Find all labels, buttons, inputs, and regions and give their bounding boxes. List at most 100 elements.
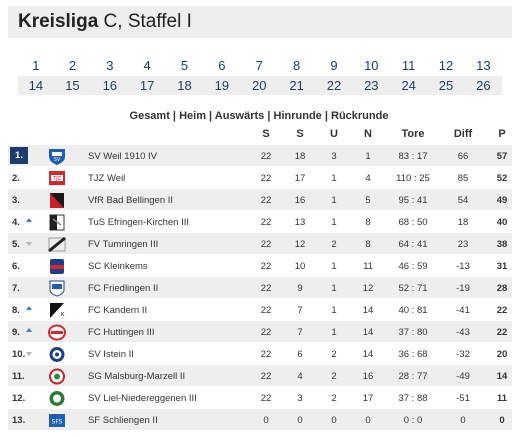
games-played-cell: 22 (260, 195, 272, 206)
team-name-link[interactable]: SF Schliengen II (88, 415, 158, 426)
view-heim-link[interactable]: Heim (179, 110, 206, 122)
rank-cell: 5. (12, 239, 20, 250)
team-name-link[interactable]: VfR Bad Bellingen II (88, 195, 174, 206)
team-crest-icon (46, 389, 68, 407)
team-name-link[interactable]: SV Weil 1910 IV (88, 151, 158, 162)
matchday-link[interactable]: 22 (326, 78, 342, 93)
matchday-link[interactable]: 8 (292, 58, 301, 73)
draws-cell: 2 (331, 393, 337, 404)
wins-cell: 4 (297, 371, 303, 382)
view-separator: | (264, 110, 274, 122)
table-view-switcher: Gesamt | Heim | Auswärts | Hinrunde | Rü… (0, 110, 518, 122)
svg-text:SFS: SFS (52, 419, 63, 426)
matchday-link[interactable]: 17 (139, 78, 155, 93)
rank-cell: 12. (12, 393, 26, 404)
table-row: 12. SV Liel-Niedereggenen III 22 3 2 17 37 : 8… (8, 387, 512, 409)
points-cell: 57 (496, 151, 508, 162)
points-cell: 0 (499, 415, 505, 426)
matchday-link[interactable]: 3 (106, 58, 114, 73)
games-played-cell: 22 (260, 371, 272, 382)
matchday-row-second-half: 14 15 16 17 18 19 20 21 22 23 24 25 26 (18, 76, 502, 95)
view-rueckrunde-link[interactable]: Rückrunde (331, 110, 389, 122)
matchday-link[interactable]: 6 (218, 58, 226, 73)
matchday-link[interactable]: 24 (401, 78, 416, 93)
team-name-link[interactable]: FC Kandern II (88, 305, 148, 316)
team-name-link[interactable]: TuS Efringen-Kirchen III (88, 217, 190, 228)
team-crest-icon: SFS (46, 411, 68, 429)
matchday-link[interactable]: 26 (476, 78, 491, 93)
goals-cell: 36 : 68 (398, 349, 428, 360)
points-cell: 11 (496, 393, 508, 404)
view-hinrunde-link[interactable]: Hinrunde (273, 110, 322, 122)
team-name-link[interactable]: FC Huttingen III (88, 327, 155, 338)
points-cell: 22 (496, 327, 508, 338)
rank-cell: 3. (12, 195, 20, 206)
team-name-link[interactable]: SC Kleinkems (88, 261, 148, 272)
team-name-link[interactable]: SV Istein II (88, 349, 134, 360)
team-name-link[interactable]: SG Malsburg-Marzell II (88, 371, 186, 382)
points-cell: 22 (496, 305, 508, 316)
page-title: Kreisliga C, Staffel I (8, 6, 512, 38)
trend-up-icon (26, 328, 32, 332)
matchday-link[interactable]: 7 (255, 58, 263, 73)
team-name-link[interactable]: TJZ Weil (88, 173, 126, 184)
goals-cell: 83 : 17 (398, 151, 428, 162)
team-name-link[interactable]: FV Tumringen III (88, 239, 159, 250)
games-played-cell: 22 (260, 217, 272, 228)
team-crest-icon (46, 279, 68, 297)
col-header-losses: N (364, 128, 372, 140)
matchday-link[interactable]: 11 (401, 58, 416, 73)
matchday-row-first-half: 1 2 3 4 5 6 7 8 9 10 11 12 13 (18, 56, 502, 75)
wins-cell: 18 (294, 151, 306, 162)
team-name-link[interactable]: FC Friedlingen II (88, 283, 159, 294)
goal-diff-cell: 54 (457, 195, 469, 206)
col-header-points: P (498, 128, 506, 140)
goal-diff-cell: 23 (457, 239, 469, 250)
matchday-link[interactable]: 1 (32, 58, 40, 73)
view-separator: | (205, 110, 215, 122)
matchday-link[interactable]: 15 (65, 78, 80, 93)
matchday-link[interactable]: 21 (289, 78, 304, 93)
draws-cell: 1 (331, 261, 337, 272)
table-header: S S U N Tore Diff P (8, 127, 512, 143)
col-header-goals: Tore (401, 128, 425, 140)
goal-diff-cell: -49 (456, 371, 470, 382)
games-played-cell: 22 (260, 239, 272, 250)
col-header-diff: Diff (453, 128, 473, 140)
matchday-link[interactable]: 13 (476, 58, 491, 73)
goals-cell: 46 : 59 (398, 261, 428, 272)
matchday-link[interactable]: 23 (364, 78, 379, 93)
team-crest-icon: TJZ (46, 169, 68, 187)
matchday-link[interactable]: 19 (214, 78, 230, 93)
matchday-link[interactable]: 9 (330, 58, 338, 73)
team-crest-icon (46, 257, 68, 275)
matchday-link[interactable]: 25 (438, 78, 454, 93)
goals-cell: 52 : 71 (398, 283, 428, 294)
table-row: 2. TJZ TJZ Weil 22 17 1 4 110 : 25 85 52 (8, 167, 512, 189)
matchday-link[interactable]: 5 (180, 58, 189, 73)
matchday-link[interactable]: 16 (102, 78, 118, 93)
view-auswaerts-link[interactable]: Auswärts (214, 110, 265, 122)
matchday-link[interactable]: 12 (438, 58, 454, 73)
games-played-cell: 22 (260, 327, 272, 338)
goals-cell: 37 : 88 (398, 393, 428, 404)
team-name-link[interactable]: SV Liel-Niedereggenen III (88, 393, 197, 404)
matchday-link[interactable]: 4 (143, 58, 151, 73)
matchday-link[interactable]: 10 (364, 58, 379, 73)
goal-diff-cell: -43 (456, 327, 470, 338)
losses-cell: 17 (362, 393, 374, 404)
losses-cell: 0 (365, 415, 371, 426)
team-crest-icon (46, 367, 68, 385)
matchday-link[interactable]: 20 (252, 78, 267, 93)
table-row: 7. FC Friedlingen II 22 9 1 12 52 : 71 -19 28 (8, 277, 512, 299)
matchday-link[interactable]: 14 (28, 78, 44, 93)
team-crest-icon (46, 323, 68, 341)
matchday-link[interactable]: 2 (68, 58, 77, 73)
games-played-cell: 22 (260, 349, 272, 360)
matchday-link[interactable]: 18 (177, 78, 192, 93)
draws-cell: 2 (331, 371, 337, 382)
rank-cell: 6. (12, 261, 20, 272)
draws-cell: 3 (331, 151, 337, 162)
view-gesamt-link[interactable]: Gesamt (129, 110, 170, 122)
losses-cell: 4 (365, 173, 371, 184)
